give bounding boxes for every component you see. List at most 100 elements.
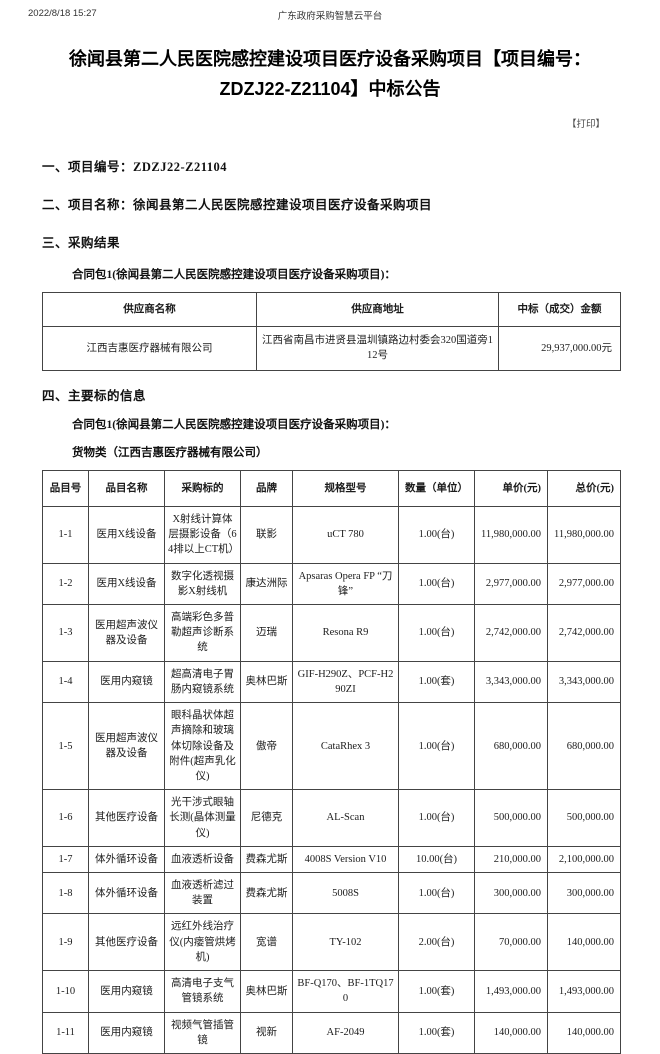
quantity-cell: 2.00(台) — [398, 913, 475, 972]
brand-cell: 傲帝 — [240, 702, 293, 791]
total-price-cell: 2,977,000.00 — [547, 562, 621, 605]
model-cell: TY-102 — [292, 913, 399, 972]
subject-cell: 视频气管插管镜 — [164, 1011, 241, 1054]
item-no-cell: 1-4 — [42, 660, 89, 704]
column-header-subject: 采购标的 — [164, 469, 241, 507]
total-price-cell: 500,000.00 — [547, 789, 621, 847]
brand-cell: 联影 — [240, 505, 293, 564]
subject-cell: 血液透析滤过装置 — [164, 872, 241, 915]
unit-price-cell: 1,493,000.00 — [474, 970, 548, 1013]
table-row: 江西吉惠医疗器械有限公司 江西省南昌市进贤县温圳镇路边村委会320国道旁112号… — [42, 326, 621, 371]
item-name-cell: 医用X线设备 — [88, 505, 165, 564]
item-name-cell: 体外循环设备 — [88, 872, 165, 915]
column-header-item-name: 品目名称 — [88, 469, 165, 507]
unit-price-cell: 140,000.00 — [474, 1011, 548, 1054]
table-header-row: 品目号 品目名称 采购标的 品牌 规格型号 数量（单位） 单价(元) 总价(元) — [42, 469, 621, 507]
model-cell: BF-Q170、BF-1TQ170 — [292, 970, 399, 1013]
column-header-unit-price: 单价(元) — [474, 469, 548, 507]
item-no-cell: 1-1 — [42, 505, 89, 564]
print-timestamp: 2022/8/18 15:27 — [28, 8, 97, 19]
item-name-cell: 医用内窥镜 — [88, 660, 165, 704]
section-main-subject-info: 四、主要标的信息 — [42, 388, 147, 403]
model-cell: 4008S Version V10 — [292, 845, 399, 874]
supplier-address-cell: 江西省南昌市进贤县温圳镇路边村委会320国道旁112号 — [256, 326, 499, 371]
column-header-award-amount: 中标（成交）金额 — [498, 291, 621, 328]
total-price-cell: 140,000.00 — [547, 1011, 621, 1054]
table-row: 1-3 医用超声波仪器及设备 高端彩色多普勒超声诊断系统 迈瑞 Resona R9 1.0… — [42, 603, 621, 662]
model-cell: uCT 780 — [292, 505, 399, 564]
item-no-cell: 1-9 — [42, 913, 89, 972]
print-button[interactable]: 【打印】 — [566, 119, 605, 130]
subject-cell: 远红外线治疗仪(内瘘管烘烤机) — [164, 913, 241, 972]
model-cell: CataRhex 3 — [292, 702, 399, 791]
brand-cell: 费森尤斯 — [240, 872, 293, 915]
print-button-row: 【打印】 — [0, 114, 605, 132]
column-header-item-no: 品目号 — [42, 469, 89, 507]
brand-cell: 康达洲际 — [240, 562, 293, 605]
subject-cell: 数字化透视摄影X射线机 — [164, 562, 241, 605]
column-header-supplier-name: 供应商名称 — [42, 291, 257, 328]
table-row: 1-9 其他医疗设备 远红外线治疗仪(内瘘管烘烤机) 宽谱 TY-102 2.00(台) 7… — [42, 913, 621, 972]
print-header-bar: 2022/8/18 15:27 广东政府采购智慧云平台 — [0, 0, 660, 22]
item-no-cell: 1-8 — [42, 872, 89, 915]
brand-cell: 费森尤斯 — [240, 845, 293, 874]
quantity-cell: 1.00(台) — [398, 702, 475, 791]
subject-cell: 光干涉式眼轴长测(晶体测量仪) — [164, 789, 241, 847]
unit-price-cell: 500,000.00 — [474, 789, 548, 847]
item-name-cell: 医用超声波仪器及设备 — [88, 603, 165, 662]
subject-cell: 高清电子支气管镜系统 — [164, 970, 241, 1013]
column-header-supplier-address: 供应商地址 — [256, 291, 499, 328]
total-price-cell: 140,000.00 — [547, 913, 621, 972]
total-price-cell: 1,493,000.00 — [547, 970, 621, 1013]
subject-cell: 高端彩色多普勒超声诊断系统 — [164, 603, 241, 662]
subject-cell: X射线计算体层摄影设备（64排以上CT机） — [164, 505, 241, 564]
quantity-cell: 10.00(台) — [398, 845, 475, 874]
unit-price-cell: 680,000.00 — [474, 702, 548, 791]
section-project-name: 二、项目名称：徐闻县第二人民医院感控建设项目医疗设备采购项目 — [42, 198, 433, 212]
quantity-cell: 1.00(台) — [398, 505, 475, 564]
table-row: 1-8 体外循环设备 血液透析滤过装置 费森尤斯 5008S 1.00(台) 300,000… — [42, 872, 621, 915]
supplier-name-cell: 江西吉惠医疗器械有限公司 — [42, 326, 257, 371]
column-header-brand: 品牌 — [240, 469, 293, 507]
table-row: 1-1 医用X线设备 X射线计算体层摄影设备（64排以上CT机） 联影 uCT 780 1… — [42, 505, 621, 564]
brand-cell: 奥林巴斯 — [240, 660, 293, 704]
awarded-items-table: 品目号 品目名称 采购标的 品牌 规格型号 数量（单位） 单价(元) 总价(元)… — [42, 469, 621, 1054]
item-no-cell: 1-11 — [42, 1011, 89, 1054]
subject-cell: 眼科晶状体超声摘除和玻璃体切除设备及附件(超声乳化仪) — [164, 702, 241, 791]
brand-cell: 迈瑞 — [240, 603, 293, 662]
model-cell: GIF-H290Z、PCF-H290ZI — [292, 660, 399, 704]
table-row: 1-7 体外循环设备 血液透析设备 费森尤斯 4008S Version V10 10.0… — [42, 845, 621, 874]
unit-price-cell: 210,000.00 — [474, 845, 548, 874]
model-cell: 5008S — [292, 872, 399, 915]
table-row: 1-2 医用X线设备 数字化透视摄影X射线机 康达洲际 Apsaras Opera FP… — [42, 562, 621, 605]
quantity-cell: 1.00(台) — [398, 789, 475, 847]
quantity-cell: 1.00(台) — [398, 603, 475, 662]
item-name-cell: 其他医疗设备 — [88, 913, 165, 972]
unit-price-cell: 2,742,000.00 — [474, 603, 548, 662]
brand-cell: 尼德克 — [240, 789, 293, 847]
item-no-cell: 1-10 — [42, 970, 89, 1013]
notice-body: 一、项目编号：ZDZJ22-Z21104 二、项目名称：徐闻县第二人民医院感控建… — [0, 156, 660, 1054]
column-header-total-price: 总价(元) — [547, 469, 621, 507]
item-no-cell: 1-3 — [42, 603, 89, 662]
unit-price-cell: 3,343,000.00 — [474, 660, 548, 704]
model-cell: AL-Scan — [292, 789, 399, 847]
total-price-cell: 2,742,000.00 — [547, 603, 621, 662]
award-amount-cell: 29,937,000.00元 — [498, 326, 621, 371]
total-price-cell: 11,980,000.00 — [547, 505, 621, 564]
item-name-cell: 医用内窥镜 — [88, 970, 165, 1013]
item-name-cell: 医用内窥镜 — [88, 1011, 165, 1054]
quantity-cell: 1.00(套) — [398, 1011, 475, 1054]
column-header-quantity: 数量（单位） — [398, 469, 475, 507]
section-project-number: 一、项目编号：ZDZJ22-Z21104 — [42, 160, 228, 174]
table-row: 1-4 医用内窥镜 超高清电子胃肠内窥镜系统 奥林巴斯 GIF-H290Z、PCF-H2… — [42, 660, 621, 704]
unit-price-cell: 70,000.00 — [474, 913, 548, 972]
quantity-cell: 1.00(台) — [398, 562, 475, 605]
result-package-label: 合同包1(徐闻县第二人民医院感控建设项目医疗设备采购项目)： — [72, 269, 396, 281]
table-row: 1-5 医用超声波仪器及设备 眼科晶状体超声摘除和玻璃体切除设备及附件(超声乳化仪)… — [42, 702, 621, 791]
table-header-row: 供应商名称 供应商地址 中标（成交）金额 — [42, 291, 621, 328]
subject-cell: 超高清电子胃肠内窥镜系统 — [164, 660, 241, 704]
unit-price-cell: 2,977,000.00 — [474, 562, 548, 605]
section-procurement-result: 三、采购结果 — [42, 236, 121, 250]
model-cell: Resona R9 — [292, 603, 399, 662]
